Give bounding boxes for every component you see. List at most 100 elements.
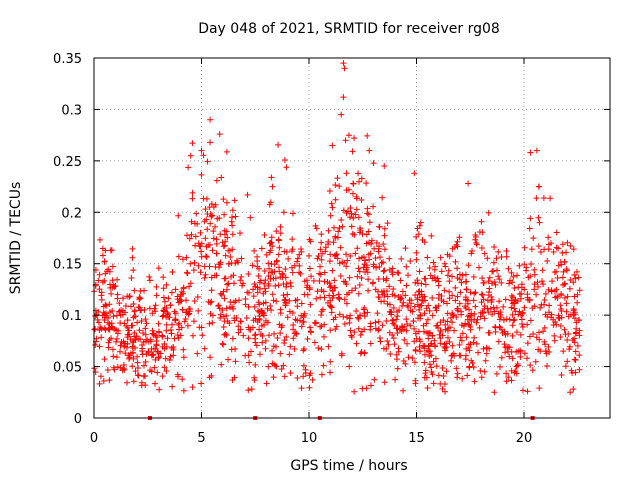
data-point bbox=[559, 274, 566, 281]
data-point bbox=[343, 170, 350, 177]
data-point bbox=[456, 234, 463, 241]
data-point bbox=[389, 317, 396, 324]
data-point bbox=[511, 284, 518, 291]
data-point bbox=[179, 376, 186, 383]
data-point bbox=[372, 319, 379, 326]
data-point bbox=[321, 269, 328, 276]
data-point bbox=[268, 174, 275, 181]
data-point bbox=[273, 298, 280, 305]
data-point bbox=[430, 259, 437, 266]
data-point bbox=[468, 250, 475, 257]
data-point bbox=[415, 231, 422, 238]
data-point bbox=[132, 368, 139, 375]
data-point bbox=[373, 264, 380, 271]
data-point bbox=[226, 320, 233, 327]
data-point bbox=[277, 306, 284, 313]
data-point bbox=[163, 327, 170, 334]
data-point bbox=[287, 343, 294, 350]
data-point bbox=[436, 331, 443, 338]
data-points bbox=[91, 60, 583, 420]
data-point bbox=[358, 275, 365, 282]
data-point bbox=[300, 362, 307, 369]
data-point bbox=[159, 313, 166, 320]
data-point bbox=[560, 268, 567, 275]
data-point bbox=[456, 300, 463, 307]
data-point bbox=[183, 254, 190, 261]
data-point bbox=[238, 255, 245, 262]
data-point bbox=[458, 311, 465, 318]
data-point bbox=[490, 304, 497, 311]
data-point bbox=[340, 278, 347, 285]
data-point bbox=[557, 302, 564, 309]
data-point bbox=[251, 247, 258, 254]
data-point bbox=[289, 236, 296, 243]
data-point bbox=[491, 389, 498, 396]
data-point bbox=[290, 326, 297, 333]
data-point bbox=[469, 247, 476, 254]
data-point bbox=[491, 308, 498, 315]
data-point bbox=[545, 246, 552, 253]
data-point bbox=[534, 279, 541, 286]
data-point bbox=[341, 296, 348, 303]
data-point bbox=[232, 345, 239, 352]
data-point bbox=[564, 239, 571, 246]
data-point bbox=[351, 388, 358, 395]
data-point bbox=[442, 326, 449, 333]
data-point bbox=[362, 268, 369, 275]
tick-labels: 0 5 10 15 20 0 0.05 0.1 0.15 0.2 0.25 0.3 0.35 bbox=[53, 52, 532, 446]
data-point bbox=[327, 358, 334, 365]
data-point bbox=[340, 313, 347, 320]
data-point bbox=[127, 336, 134, 343]
data-point bbox=[479, 309, 486, 316]
data-point bbox=[444, 334, 451, 341]
data-point bbox=[110, 353, 117, 360]
data-point bbox=[418, 291, 425, 298]
data-point bbox=[505, 374, 512, 381]
data-point bbox=[560, 282, 567, 289]
data-point bbox=[191, 220, 198, 227]
data-point bbox=[459, 375, 466, 382]
data-point bbox=[168, 345, 175, 352]
data-point bbox=[351, 135, 358, 142]
data-point bbox=[363, 180, 370, 187]
data-point bbox=[533, 334, 540, 341]
y-tick-label: 0.05 bbox=[53, 361, 82, 376]
data-point bbox=[165, 295, 172, 302]
data-point bbox=[99, 279, 106, 286]
data-point bbox=[511, 299, 518, 306]
data-point bbox=[363, 266, 370, 273]
data-point bbox=[129, 349, 136, 356]
data-point bbox=[207, 210, 214, 217]
data-point bbox=[297, 270, 304, 277]
data-point bbox=[180, 346, 187, 353]
data-point bbox=[142, 331, 149, 338]
data-point bbox=[440, 317, 447, 324]
data-point bbox=[449, 311, 456, 318]
data-point bbox=[167, 353, 174, 360]
data-point bbox=[346, 315, 353, 322]
data-point bbox=[370, 261, 377, 268]
data-point bbox=[190, 332, 197, 339]
data-point bbox=[422, 281, 429, 288]
data-point bbox=[202, 253, 209, 260]
data-point bbox=[162, 355, 169, 362]
data-point bbox=[551, 337, 558, 344]
data-point bbox=[365, 228, 372, 235]
data-point bbox=[254, 284, 261, 291]
data-point bbox=[110, 282, 117, 289]
data-point bbox=[314, 255, 321, 262]
data-point bbox=[270, 297, 277, 304]
data-point bbox=[331, 224, 338, 231]
data-point bbox=[553, 321, 560, 328]
data-point bbox=[307, 301, 314, 308]
data-point bbox=[449, 342, 456, 349]
data-point bbox=[471, 290, 478, 297]
data-point bbox=[509, 322, 516, 329]
data-point bbox=[281, 297, 288, 304]
data-point bbox=[363, 385, 370, 392]
data-point bbox=[187, 260, 194, 267]
data-point bbox=[470, 297, 477, 304]
data-point bbox=[470, 273, 477, 280]
data-point bbox=[126, 293, 133, 300]
data-point bbox=[431, 274, 438, 281]
